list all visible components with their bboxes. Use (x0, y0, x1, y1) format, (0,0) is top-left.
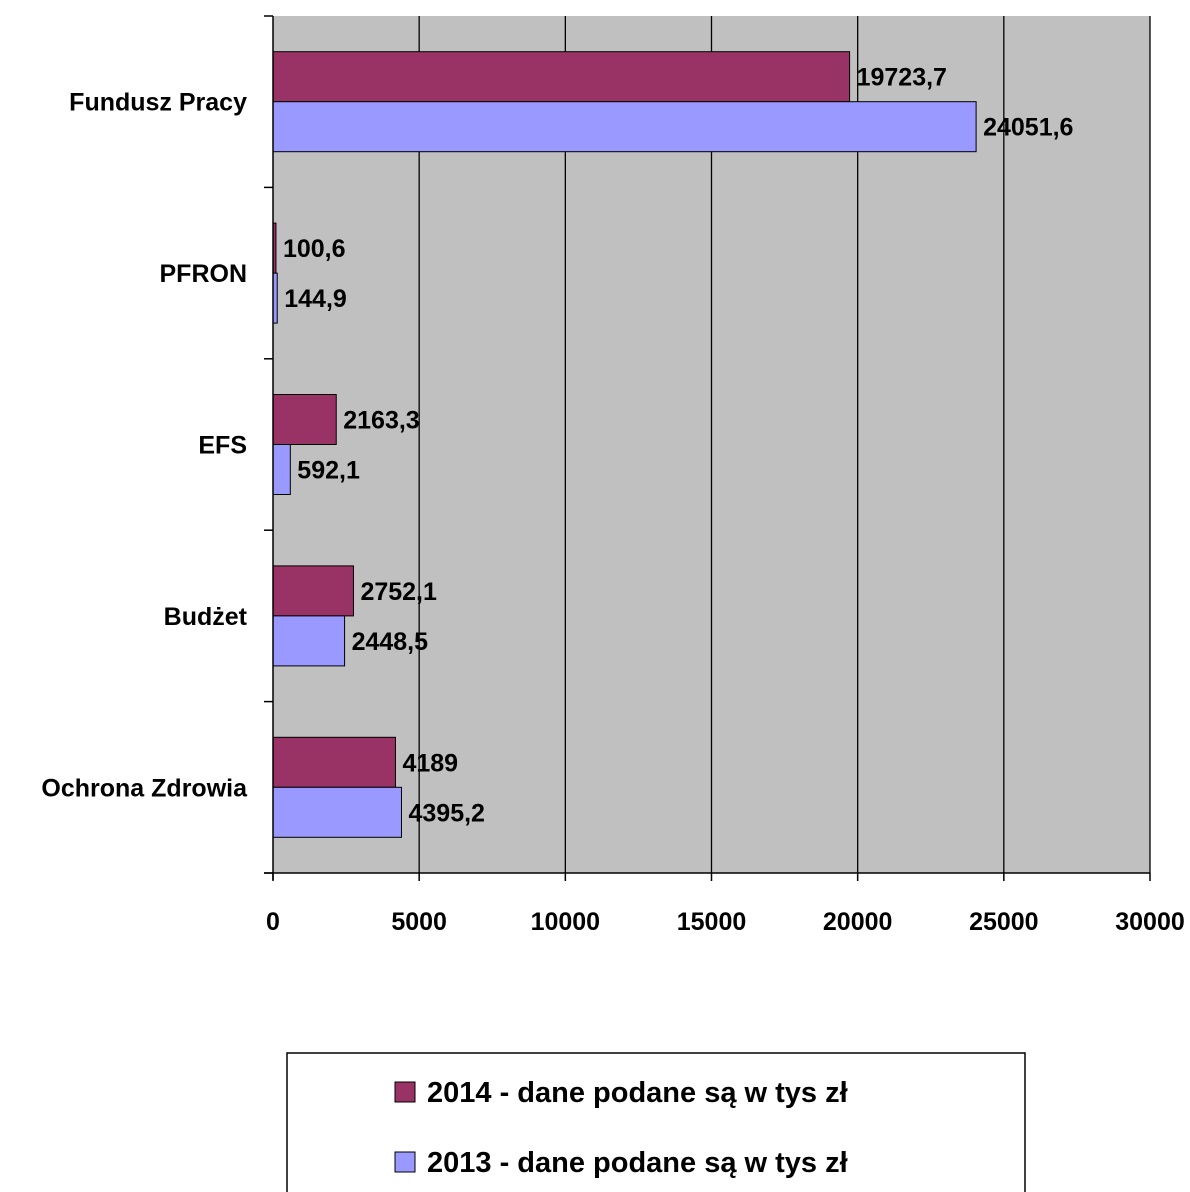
data-label: 144,9 (284, 285, 347, 313)
category-label: EFS (198, 432, 247, 460)
data-label: 4189 (402, 749, 458, 777)
bar-2014 (272, 394, 337, 445)
category-label: PFRON (160, 260, 248, 288)
data-label: 100,6 (283, 235, 346, 263)
legend-label-2013: 2013 - dane podane są w tys zł (427, 1147, 848, 1179)
category-label: Fundusz Pracy (69, 89, 247, 117)
bars (272, 51, 977, 838)
gridlines (418, 16, 1151, 873)
axes (264, 15, 1151, 881)
x-tick-label: 20000 (823, 908, 893, 936)
category-label: Budżet (164, 603, 248, 631)
bar-2013 (272, 444, 291, 495)
data-label: 2448,5 (352, 628, 429, 656)
bar-2014 (272, 565, 354, 617)
bar-2013 (272, 786, 402, 838)
x-tick-label: 15000 (677, 908, 747, 936)
bar-2014 (272, 736, 396, 788)
legend-swatch-2014 (394, 1081, 416, 1103)
data-labels: 19723,7 24051,6 100,6 144,9 2163,3 592,1 2752,… (283, 64, 1074, 828)
x-tick-label: 0 (266, 908, 280, 936)
x-tick-label: 5000 (391, 908, 447, 936)
category-labels: Fundusz Pracy PFRON EFS Budżet Ochrona Zdrow… (41, 89, 248, 803)
legend-swatch-2013 (394, 1151, 416, 1173)
data-label: 19723,7 (857, 64, 947, 92)
legend: 2014 - dane podane są w tys zł 2013 - da… (286, 1052, 1026, 1192)
x-tick-labels: 0 5000 10000 15000 20000 25000 30000 (266, 908, 1185, 936)
bar-2013 (272, 615, 346, 667)
x-tick-label: 30000 (1115, 908, 1185, 936)
legend-label-2014: 2014 - dane podane są w tys zł (427, 1077, 848, 1109)
x-tick-label: 10000 (531, 908, 601, 936)
category-label: Ochrona Zdrowia (41, 774, 248, 802)
bar-2014 (272, 51, 851, 103)
x-tick-label: 25000 (969, 908, 1039, 936)
data-label: 592,1 (297, 457, 360, 485)
bar-2013 (272, 101, 977, 153)
data-label: 2752,1 (360, 578, 437, 606)
data-label: 2163,3 (343, 407, 419, 435)
data-label: 24051,6 (983, 114, 1073, 142)
data-label: 4395,2 (408, 799, 484, 827)
